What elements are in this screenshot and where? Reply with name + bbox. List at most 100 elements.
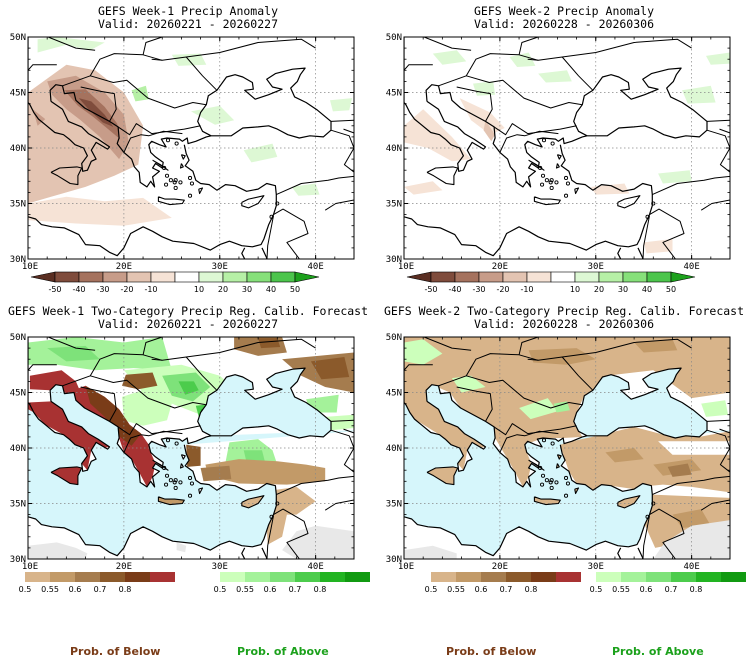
- anomaly-colorbar-week1: -50 -40 -30 -20 -10 10 20 30 40 50: [30, 271, 320, 294]
- islet: [645, 514, 650, 519]
- anomaly-area: [330, 98, 353, 112]
- lat-tick-label: 40N: [386, 444, 402, 454]
- colorbar-cell: [431, 572, 456, 582]
- country-border: [276, 475, 354, 496]
- island-coastline: [391, 415, 401, 433]
- islet: [168, 478, 173, 483]
- country-border: [499, 430, 559, 453]
- probability-area: [634, 339, 678, 353]
- islet: [165, 438, 171, 443]
- colorbar-cell: [531, 572, 556, 582]
- colorbar-label: 10: [194, 285, 204, 294]
- island-coastline: [555, 463, 560, 469]
- colorbar-label: 50: [666, 285, 676, 294]
- country-border: [330, 419, 354, 422]
- map-content: [28, 37, 354, 259]
- islet: [164, 173, 170, 178]
- colorbar-label: -20: [120, 285, 133, 294]
- country-border: [456, 386, 493, 422]
- probability-area: [178, 381, 199, 395]
- island-land: [15, 415, 25, 433]
- island-coastline: [391, 115, 401, 133]
- colorbar-label: 0.8: [525, 585, 538, 594]
- colorbar-label: 30: [618, 285, 628, 294]
- anomaly-area: [404, 109, 472, 162]
- island-coastline: [617, 195, 641, 209]
- country-border: [652, 175, 730, 196]
- country-border: [493, 123, 577, 136]
- colorbar-label: 0.5: [19, 585, 32, 594]
- island-coastline: [180, 154, 186, 160]
- colorbar-cell: [50, 572, 75, 582]
- country-border: [466, 75, 583, 109]
- island-coastline: [157, 196, 185, 206]
- islet: [187, 493, 193, 498]
- colorbar-cell: [596, 572, 621, 582]
- probability-area: [325, 414, 354, 431]
- country-border: [330, 129, 354, 149]
- above-colorbar-week2: 0.5 0.55 0.6 0.7 0.8: [590, 572, 746, 594]
- country-border: [273, 208, 309, 259]
- coastline: [261, 547, 268, 559]
- country-border: [499, 130, 559, 153]
- islet: [549, 478, 554, 483]
- country-border: [47, 37, 96, 51]
- colorbar-label: 0.6: [640, 585, 653, 594]
- island-coastline: [15, 415, 25, 433]
- probability-area: [553, 401, 570, 413]
- panel-valid-dates: Valid: 20260228 - 20260306: [473, 317, 654, 331]
- lon-tick-label: 30E: [588, 562, 604, 572]
- colorbar-cell: [526, 271, 552, 283]
- coastline: [28, 444, 277, 557]
- probability-area: [528, 348, 596, 365]
- probability-area: [658, 441, 730, 455]
- probability-area: [404, 337, 730, 487]
- country-border: [90, 75, 207, 109]
- island-area: [617, 495, 640, 508]
- island-coastline: [426, 166, 459, 186]
- anomaly-area: [483, 120, 496, 142]
- colorbar-label: 20: [218, 285, 228, 294]
- colorbar-cell: [454, 271, 480, 283]
- colorbar-label: -30: [96, 285, 109, 294]
- above-colorbar-week1: 0.5 0.55 0.6 0.7 0.8: [214, 572, 370, 594]
- country-border: [423, 37, 472, 51]
- country-border: [186, 38, 316, 58]
- islet: [275, 501, 280, 506]
- panel-title: GEFS Week-2 Precip Anomaly: [473, 4, 654, 18]
- sea-of-azov: [642, 368, 682, 395]
- lon-tick-label: 30E: [212, 262, 228, 272]
- colorbar-cell: [574, 271, 600, 283]
- colorbar-cell: [406, 271, 432, 283]
- islet: [162, 165, 167, 171]
- coastline: [28, 144, 277, 257]
- colorbar-label: 0.55: [447, 585, 465, 594]
- lon-tick-label: 40E: [308, 262, 324, 272]
- probability-area: [29, 370, 81, 394]
- country-border: [706, 129, 730, 149]
- islet: [187, 193, 193, 198]
- panel-valid-dates: Valid: 20260221 - 20260227: [97, 17, 278, 31]
- islet: [164, 482, 169, 487]
- country-border: [117, 123, 201, 136]
- islet: [554, 480, 559, 485]
- panel-week1-anomaly: GEFS Week-1 Precip Anomaly Valid: 202602…: [0, 0, 376, 300]
- colorbar-label: 0.55: [41, 585, 59, 594]
- colorbar-label: 30: [242, 285, 252, 294]
- country-border: [562, 338, 692, 358]
- probability-area: [85, 385, 142, 446]
- island-coastline: [198, 487, 204, 495]
- country-border: [151, 358, 163, 361]
- land-north: [28, 337, 354, 487]
- country-border: [518, 337, 539, 355]
- islet: [538, 165, 543, 171]
- map-content: [15, 337, 354, 559]
- country-border: [330, 119, 354, 122]
- islet: [549, 185, 554, 191]
- coastline: [241, 247, 246, 259]
- colorbar-label: -10: [144, 285, 157, 294]
- islet: [540, 173, 546, 178]
- lon-tick-label: 40E: [684, 262, 700, 272]
- caption-prob-above-week2: Prob. of Above: [612, 645, 704, 658]
